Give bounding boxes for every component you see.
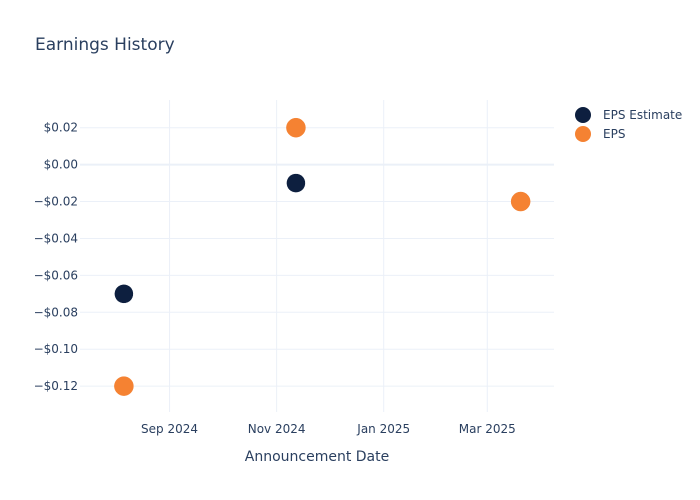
legend-label[interactable]: EPS: [603, 127, 625, 141]
y-tick-label: −$0.04: [34, 231, 78, 245]
x-tick-label: Jan 2025: [356, 422, 410, 436]
x-tick-label: Mar 2025: [459, 422, 516, 436]
eps-estimate-point[interactable]: [286, 173, 306, 193]
y-tick-label: −$0.06: [34, 268, 78, 282]
chart-title: Earnings History: [35, 35, 175, 55]
x-axis-ticks: Sep 2024 Nov 2024 Jan 2025 Mar 2025: [141, 422, 516, 436]
legend[interactable]: EPS Estimate EPS: [575, 107, 682, 142]
eps-point[interactable]: [114, 376, 134, 396]
y-axis-ticks: $0.02 $0.00 −$0.02 −$0.04 −$0.06 −$0.08 −$0.10…: [34, 121, 78, 393]
legend-marker: [575, 126, 591, 142]
grid: [80, 100, 554, 412]
y-tick-label: −$0.02: [34, 195, 78, 209]
y-tick-label: $0.00: [44, 158, 78, 172]
x-tick-label: Sep 2024: [141, 422, 198, 436]
eps-point[interactable]: [510, 191, 531, 212]
legend-marker: [575, 107, 591, 123]
y-tick-label: −$0.12: [34, 379, 78, 393]
x-tick-label: Nov 2024: [248, 422, 306, 436]
data-points: [114, 117, 531, 396]
y-tick-label: −$0.10: [34, 342, 78, 356]
y-tick-label: −$0.08: [34, 305, 78, 319]
x-axis-label: Announcement Date: [245, 449, 389, 465]
eps-point[interactable]: [286, 117, 306, 138]
eps-estimate-point[interactable]: [114, 284, 134, 304]
legend-label[interactable]: EPS Estimate: [603, 108, 682, 122]
y-tick-label: $0.02: [44, 121, 78, 135]
